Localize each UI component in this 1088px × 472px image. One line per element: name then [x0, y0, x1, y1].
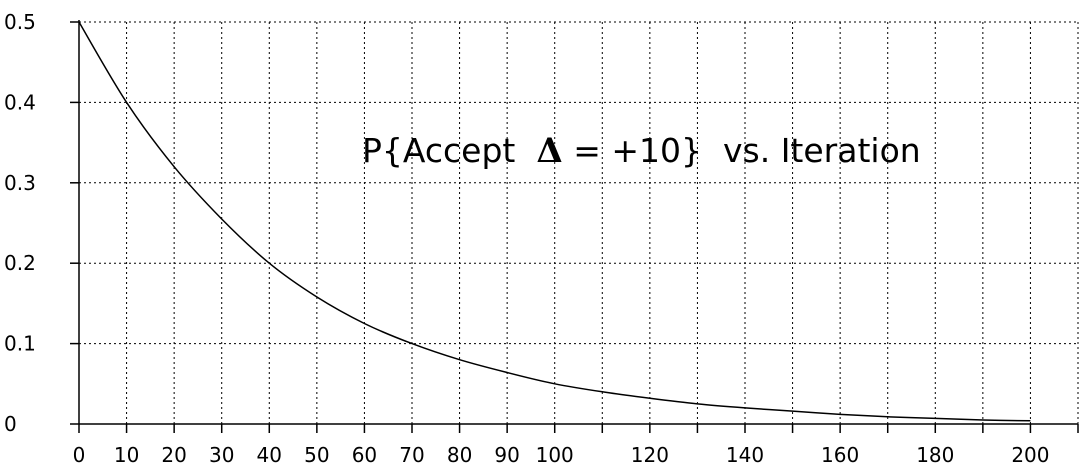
title-part-2: = +10} vs. Iteration	[563, 131, 921, 170]
title-part-1: P{Accept	[362, 131, 536, 170]
y-tick-label: 0.5	[4, 10, 36, 34]
ticks	[70, 21, 1079, 433]
x-tick-label: 200	[1011, 443, 1049, 467]
x-tick-label: 90	[494, 443, 519, 467]
tick-labels: 0 10 20 30 40 50 60 70 80 90 100 120 140 160 180 200 0 0.…	[4, 10, 1050, 467]
x-tick-label: 50	[304, 443, 329, 467]
y-tick-label: 0.4	[4, 90, 36, 114]
x-tick-label: 40	[257, 443, 282, 467]
x-tick-label: 70	[399, 443, 424, 467]
x-tick-label: 120	[631, 443, 669, 467]
y-tick-label: 0.1	[4, 332, 36, 356]
x-tick-label: 160	[821, 443, 859, 467]
x-tick-label: 140	[726, 443, 764, 467]
axes	[78, 20, 1078, 425]
chart-title: P{Accept Δ = +10} vs. Iteration	[362, 131, 921, 171]
title-delta-symbol: Δ	[536, 131, 562, 171]
x-tick-label: 80	[447, 443, 472, 467]
x-tick-label: 180	[916, 443, 954, 467]
x-tick-label: 30	[209, 443, 234, 467]
series-line	[78, 21, 1031, 422]
y-tick-label: 0.2	[4, 251, 36, 275]
y-tick-label: 0	[4, 412, 17, 436]
x-tick-label: 20	[161, 443, 186, 467]
grid	[79, 21, 1079, 424]
x-tick-label: 10	[114, 443, 139, 467]
y-tick-label: 0.3	[4, 171, 36, 195]
x-tick-label: 100	[536, 443, 574, 467]
x-tick-label: 0	[73, 443, 86, 467]
x-tick-label: 60	[352, 443, 377, 467]
